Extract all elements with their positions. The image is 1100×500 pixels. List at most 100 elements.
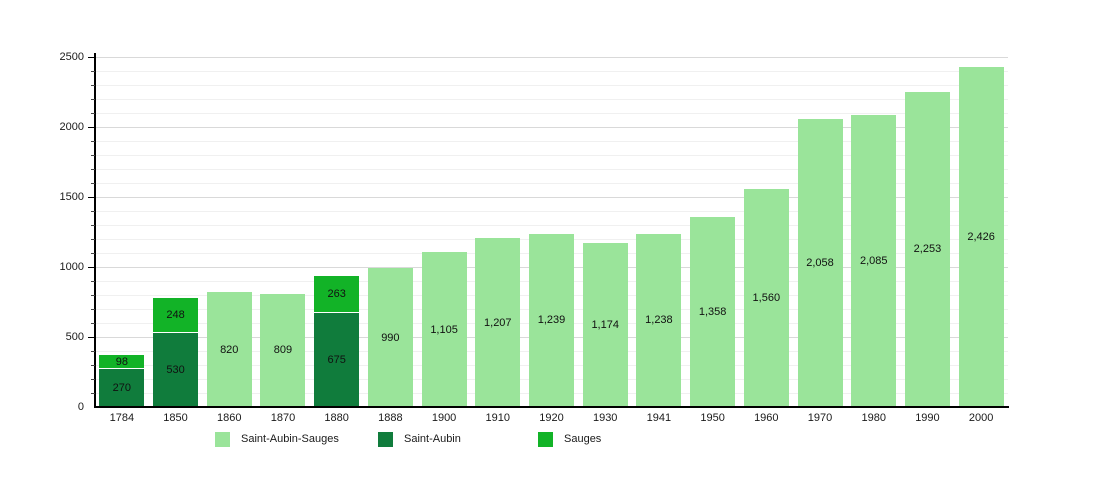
bar-value-label: 820 <box>220 343 239 356</box>
y-tick-label: 2500 <box>59 51 84 63</box>
bar-value-label: 270 <box>112 382 132 395</box>
legend-label-saint-aubin-sauges: Saint-Aubin-Sauges <box>241 433 339 445</box>
y-axis-tick <box>91 99 95 100</box>
y-axis-tick <box>88 127 95 128</box>
bar-segment-1870-combined <box>260 293 306 407</box>
legend-label-saint-aubin: Saint-Aubin <box>404 433 461 445</box>
minor-gridline <box>95 183 1008 184</box>
x-axis <box>94 406 1009 408</box>
x-tick-label-1950: 1950 <box>700 412 725 424</box>
y-tick-label: 0 <box>77 401 84 413</box>
x-tick-label-1784: 1784 <box>109 412 135 424</box>
minor-gridline <box>95 71 1008 72</box>
y-axis-tick <box>88 57 95 58</box>
y-axis-tick <box>91 239 95 240</box>
bar-value-label: 263 <box>327 288 346 301</box>
bar-segment-1880-sauges <box>314 275 360 313</box>
y-axis-tick <box>91 71 95 72</box>
bar-segment-1888-combined <box>367 268 413 407</box>
bar-segment-1784-sauges <box>99 355 145 370</box>
bar-segment-1930-combined <box>582 242 628 407</box>
bar-segment-1990-combined <box>904 91 950 407</box>
y-axis-tick <box>91 169 95 170</box>
legend-swatch-sauges <box>538 432 553 447</box>
bar-segment-1850-saint-aubin <box>153 332 199 407</box>
minor-gridline <box>95 211 1008 212</box>
y-axis-tick <box>91 141 95 142</box>
x-tick-label-1850: 1850 <box>163 412 188 424</box>
minor-gridline <box>95 99 1008 100</box>
legend: Saint-Aubin-Sauges Saint-Aubin Sauges <box>0 431 1100 451</box>
y-axis-tick <box>91 393 95 394</box>
major-gridline <box>95 127 1008 128</box>
y-tick-label: 1500 <box>59 191 84 203</box>
bar-segment-1910-combined <box>475 238 521 407</box>
x-tick-label-1888: 1888 <box>378 412 403 424</box>
y-axis-tick <box>91 379 95 380</box>
minor-gridline <box>95 155 1008 156</box>
bar-value-label: 1,238 <box>645 314 673 327</box>
bar-value-label: 990 <box>381 331 400 344</box>
bar-value-label: 2,058 <box>806 256 834 269</box>
y-axis-tick <box>91 295 95 296</box>
bar-value-label: 809 <box>273 344 293 357</box>
bar-value-label: 1,239 <box>537 314 566 327</box>
y-axis-tick <box>91 309 95 310</box>
legend-swatch-saint-aubin <box>378 432 393 447</box>
y-tick-label: 1000 <box>59 261 84 273</box>
x-tick-label-1880: 1880 <box>324 412 349 424</box>
bar-segment-1900-combined <box>421 252 467 407</box>
bar-segment-1941-combined <box>636 233 682 407</box>
bar-value-label: 675 <box>327 353 346 366</box>
y-axis-tick <box>91 225 95 226</box>
bar-segment-1980-combined <box>851 115 897 407</box>
x-tick-label-1970: 1970 <box>807 412 833 424</box>
y-axis-tick <box>91 323 95 324</box>
y-axis-tick <box>91 85 95 86</box>
plot-area: 270 98 530 248 820 809 675 263 990 1,105 1,207 1,23… <box>95 57 1008 407</box>
bar-value-label: 2,253 <box>913 243 942 256</box>
y-tick-label: 2000 <box>59 121 84 133</box>
bar-value-label: 530 <box>166 363 185 376</box>
bar-value-label: 248 <box>166 309 185 322</box>
bar-value-label: 98 <box>115 356 128 369</box>
y-axis-tick <box>91 155 95 156</box>
bar-value-label: 1,560 <box>752 291 781 304</box>
bar-value-label: 1,105 <box>430 323 458 336</box>
y-axis-tick <box>91 211 95 212</box>
bar-value-label: 1,358 <box>698 305 727 318</box>
major-gridline <box>95 197 1008 198</box>
minor-gridline <box>95 85 1008 86</box>
x-tick-label-1920: 1920 <box>539 412 564 424</box>
y-axis-tick <box>91 183 95 184</box>
y-axis-tick <box>91 365 95 366</box>
bar-segment-1950-combined <box>690 216 736 407</box>
bar-segment-1970-combined <box>797 118 843 407</box>
bar-segment-1784-saint-aubin <box>99 369 145 407</box>
x-tick-label-1870: 1870 <box>270 412 296 424</box>
bar-value-label: 2,085 <box>859 255 888 268</box>
minor-gridline <box>95 113 1008 114</box>
minor-gridline <box>95 225 1008 226</box>
minor-gridline <box>95 169 1008 170</box>
y-axis <box>94 53 96 408</box>
bar-segment-1850-sauges <box>153 298 199 333</box>
x-tick-label-1860: 1860 <box>217 412 242 424</box>
y-axis-tick <box>91 113 95 114</box>
bar-segment-1860-combined <box>206 292 252 407</box>
major-gridline <box>95 57 1008 58</box>
y-axis-tick <box>91 253 95 254</box>
legend-swatch-saint-aubin-sauges <box>215 432 230 447</box>
bar-segment-1920-combined <box>529 233 574 407</box>
x-tick-label-1930: 1930 <box>592 412 618 424</box>
x-tick-label-1910: 1910 <box>485 412 511 424</box>
x-tick-label-1980: 1980 <box>861 412 886 424</box>
bar-value-label: 2,426 <box>967 231 995 244</box>
bar-value-label: 1,207 <box>484 316 512 329</box>
bar-segment-2000-combined <box>958 67 1004 407</box>
y-axis-tick <box>88 197 95 198</box>
x-tick-label-1900: 1900 <box>431 412 457 424</box>
minor-gridline <box>95 141 1008 142</box>
x-tick-label-2000: 2000 <box>968 412 994 424</box>
